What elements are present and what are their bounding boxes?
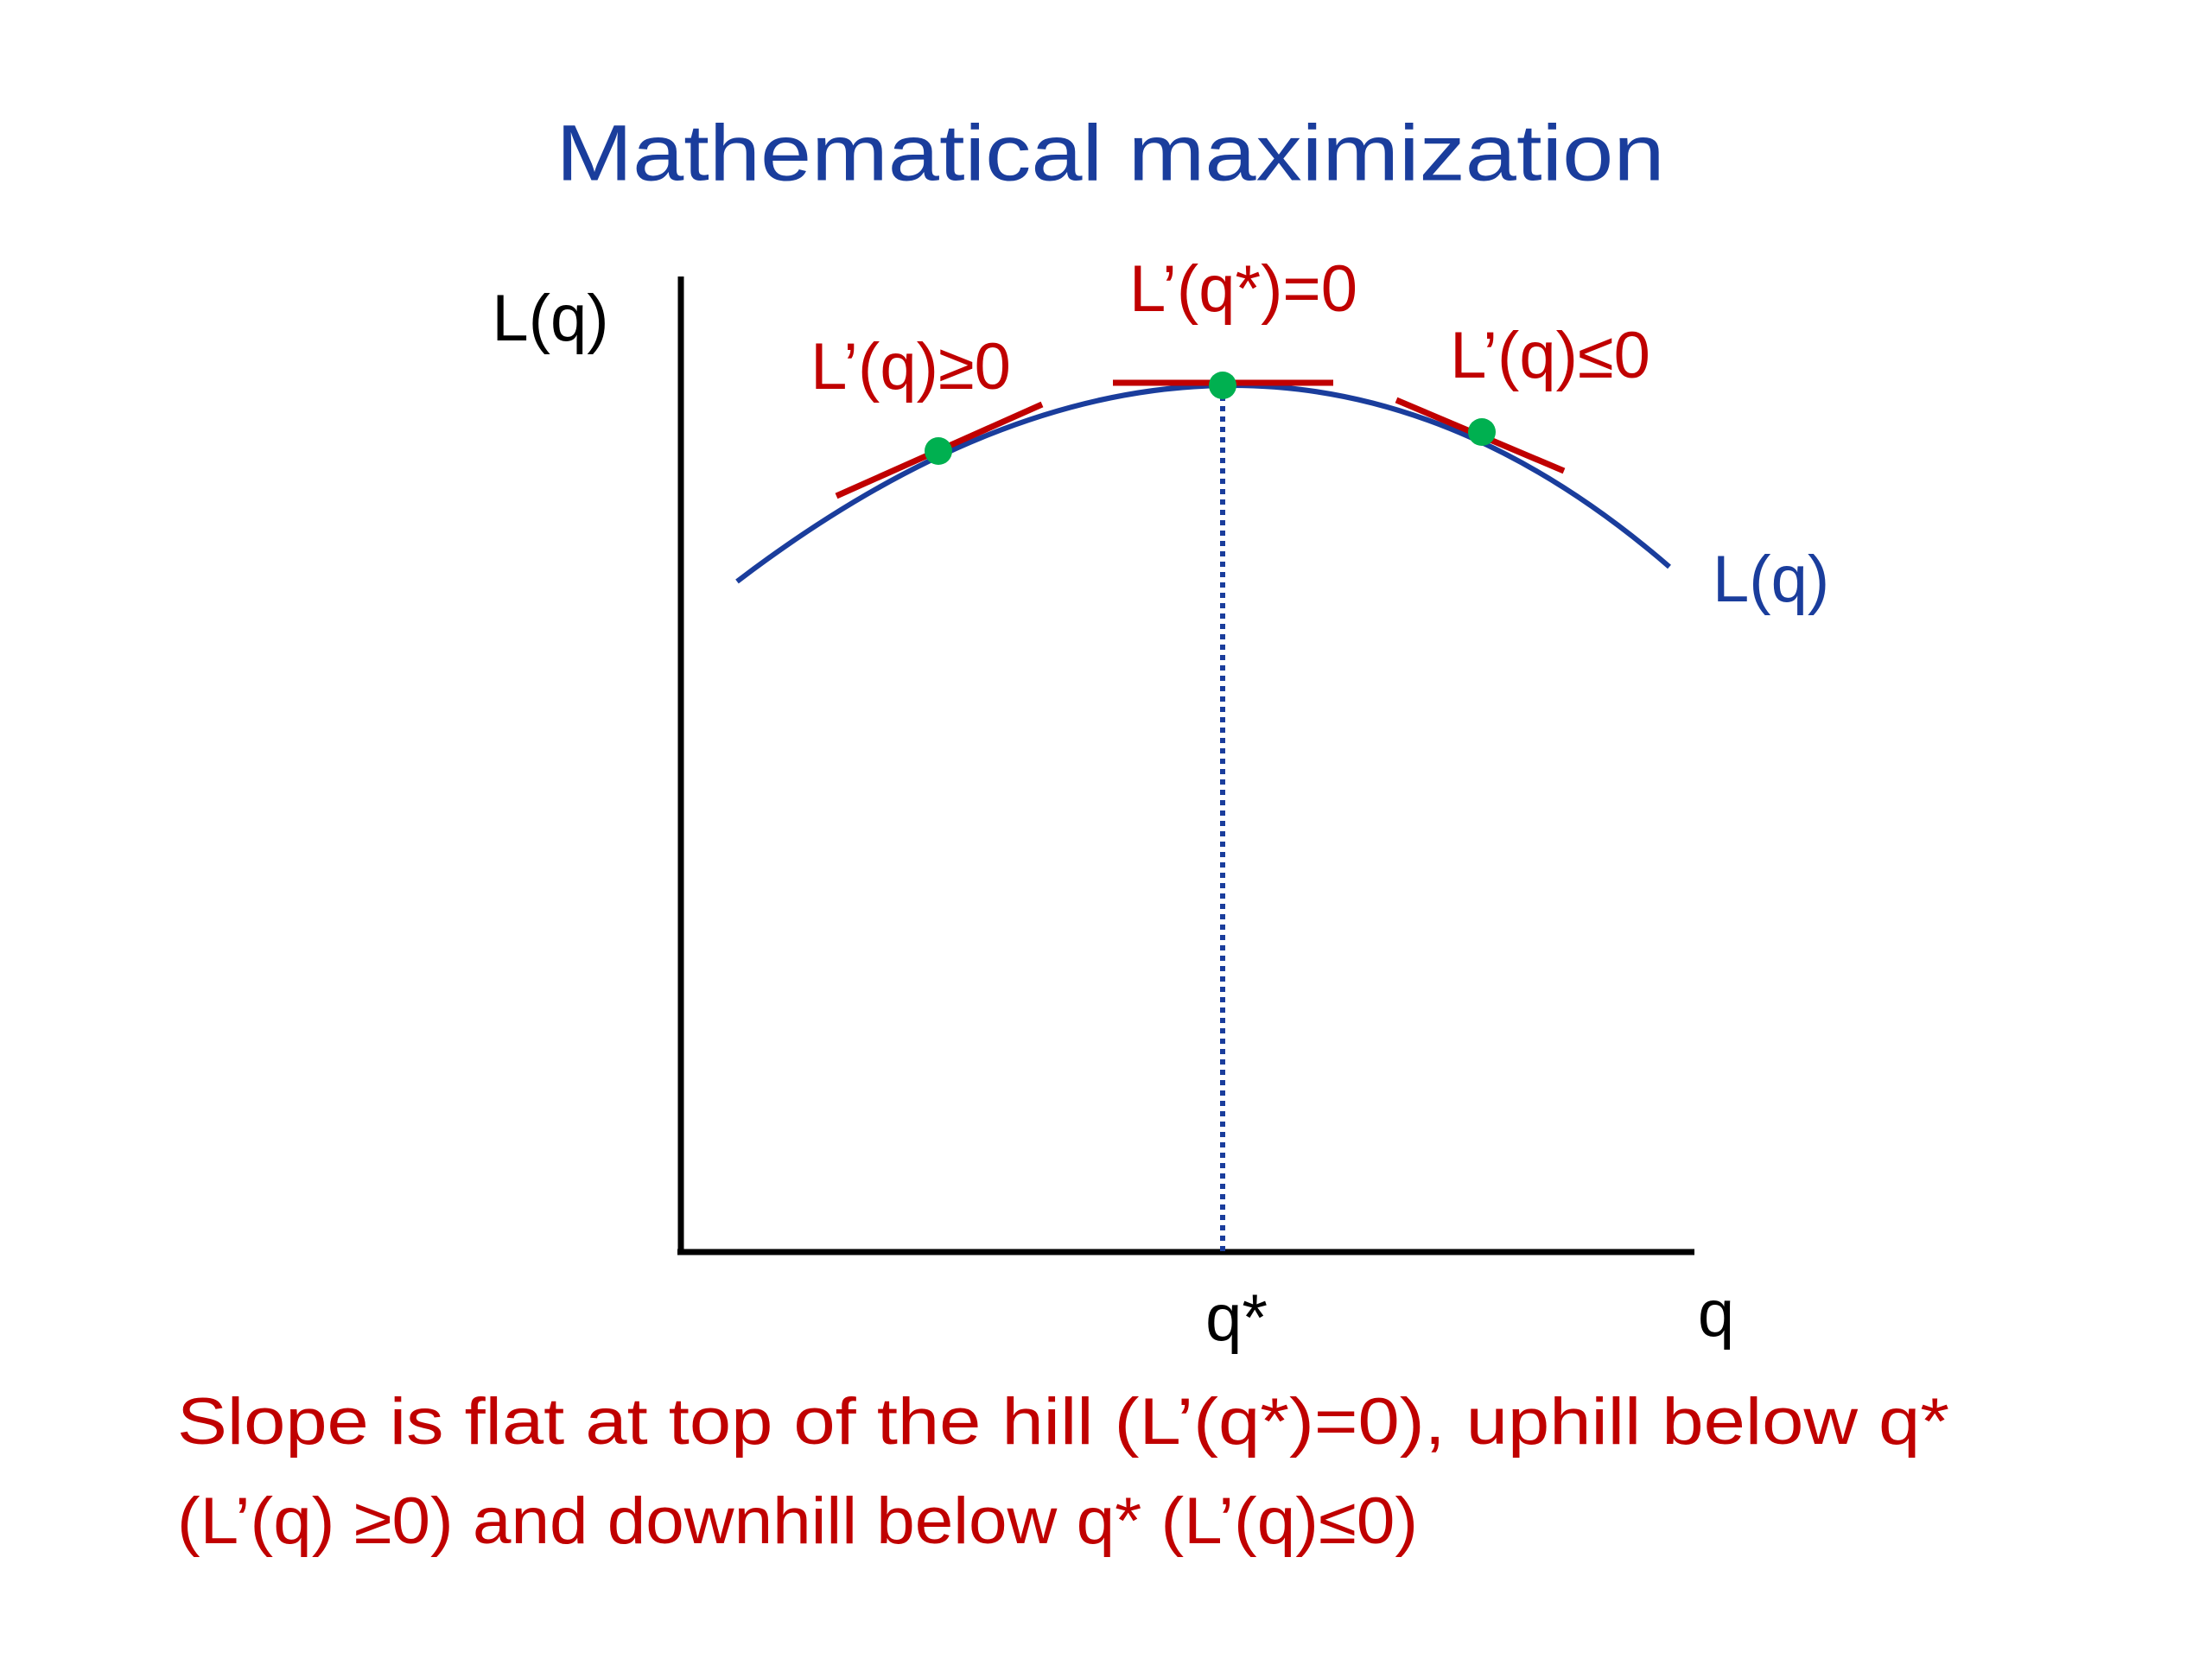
curve-label: L(q): [1713, 543, 1829, 616]
y-axis-label: L(q): [492, 282, 608, 355]
title: Mathematical maximization: [556, 109, 1665, 197]
x-marker-label: q*: [1205, 1281, 1268, 1355]
caption-line: (L’(q) ≥0) and downhill below q* (L’(q)≤…: [177, 1484, 1418, 1558]
annotation: L’(q)≤0: [1450, 319, 1650, 392]
point-right: [1468, 418, 1496, 446]
annotation: L’(q*)=0: [1129, 252, 1357, 326]
x-axis-label: q: [1698, 1277, 1734, 1351]
point-left: [925, 437, 952, 465]
caption-line: Slope is flat at top of the hill (L’(q*)…: [177, 1385, 1949, 1459]
annotation: L’(q)≥0: [810, 330, 1011, 404]
point-top: [1209, 372, 1236, 399]
